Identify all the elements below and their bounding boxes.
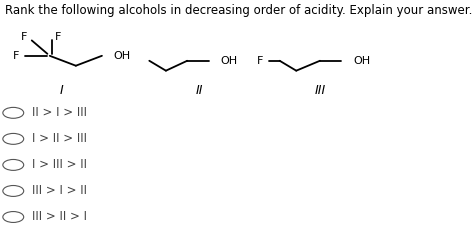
Text: OH: OH bbox=[353, 56, 370, 66]
Text: F: F bbox=[55, 32, 62, 42]
Text: F: F bbox=[13, 51, 19, 61]
Text: I > II > III: I > II > III bbox=[32, 132, 87, 145]
Text: I: I bbox=[60, 84, 64, 97]
Text: II: II bbox=[195, 84, 203, 97]
Text: F: F bbox=[257, 56, 264, 66]
Text: III: III bbox=[314, 84, 326, 97]
Text: I > III > II: I > III > II bbox=[32, 158, 87, 171]
Text: III > I > II: III > I > II bbox=[32, 185, 87, 197]
Text: Rank the following alcohols in decreasing order of acidity. Explain your answer.: Rank the following alcohols in decreasin… bbox=[5, 4, 472, 17]
Text: F: F bbox=[20, 32, 27, 42]
Text: OH: OH bbox=[114, 51, 131, 61]
Text: II > I > III: II > I > III bbox=[32, 106, 87, 119]
Text: OH: OH bbox=[220, 56, 237, 66]
Text: III > II > I: III > II > I bbox=[32, 211, 87, 223]
